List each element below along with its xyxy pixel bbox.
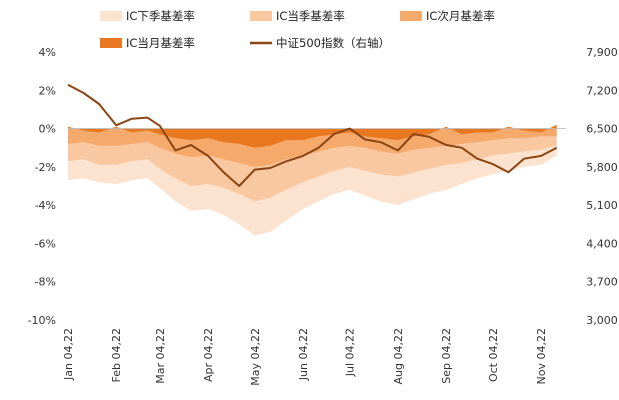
x-tick-label: Aug 04,22	[392, 328, 405, 384]
csi500-index-line	[67, 83, 558, 187]
legend-item-2-swatch	[250, 11, 272, 21]
x-tick-label: Jul 04,22	[344, 328, 357, 377]
x-tick-label: Nov 04,22	[535, 328, 548, 384]
legend-item-1-swatch	[100, 11, 122, 21]
left-y-tick-label: -2%	[35, 161, 56, 174]
left-y-tick-label: -10%	[28, 314, 56, 327]
left-y-tick-label: -6%	[35, 237, 56, 250]
right-y-tick-label: 4,400	[586, 237, 618, 250]
x-tick-label: Mar 04,22	[154, 328, 167, 384]
legend: IC下季基差率 IC当季基差率 IC次月基差率 IC当月基差率 中证500指数（右轴）	[100, 9, 495, 50]
x-tick-label: Jan 04,22	[62, 328, 75, 381]
right-y-tick-label: 7,200	[586, 84, 618, 97]
legend-item-3-label: IC次月基差率	[426, 9, 495, 23]
x-axis: Jan 04,22 Feb 04,22 Mar 04,22 Apr 04,22 May …	[62, 328, 548, 386]
x-tick-label: Jun 04,22	[297, 328, 310, 381]
right-y-tick-label: 7,900	[586, 46, 618, 59]
x-tick-label: May 04,22	[249, 328, 262, 386]
csi500-index-series	[67, 83, 558, 187]
legend-item-4-swatch	[100, 38, 122, 48]
legend-item-5-label: 中证500指数（右轴）	[276, 36, 390, 50]
right-y-tick-label: 3,700	[586, 276, 618, 289]
right-y-tick-label: 3,000	[586, 314, 618, 327]
left-y-tick-label: 2%	[39, 84, 56, 97]
left-y-tick-label: -4%	[35, 199, 56, 212]
x-tick-label: Sep 04,22	[440, 328, 453, 384]
basis-area-series	[68, 124, 557, 236]
x-tick-label: Apr 04,22	[202, 328, 215, 382]
legend-item-2-label: IC当季基差率	[276, 9, 345, 23]
x-tick-label: Feb 04,22	[110, 328, 123, 382]
right-y-axis: 7,900 7,200 6,500 5,800 5,100 4,400 3,700 3,000	[586, 46, 618, 327]
legend-item-1-label: IC下季基差率	[126, 9, 195, 23]
x-tick-label: Oct 04,22	[487, 328, 500, 382]
left-y-tick-label: 4%	[39, 46, 56, 59]
legend-item-4-label: IC当月基差率	[126, 36, 195, 50]
left-y-axis: 4% 2% 0% -2% -4% -6% -8% -10%	[28, 46, 56, 327]
right-y-tick-label: 5,800	[586, 161, 618, 174]
right-y-tick-label: 6,500	[586, 123, 618, 136]
right-y-tick-label: 5,100	[586, 199, 618, 212]
left-y-tick-label: -8%	[35, 276, 56, 289]
left-y-tick-label: 0%	[39, 123, 56, 136]
legend-item-3-swatch	[400, 11, 422, 21]
area-series-4	[68, 124, 557, 148]
